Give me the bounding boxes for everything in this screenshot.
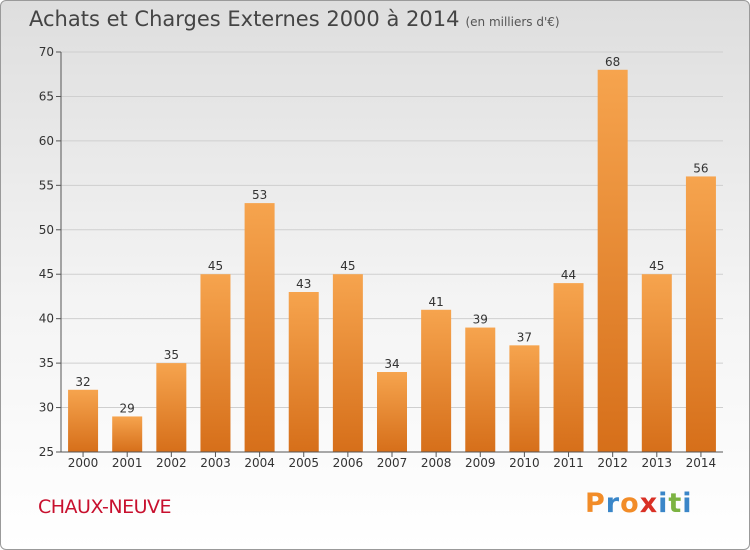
brand-letter: t: [668, 488, 683, 519]
bar: [200, 274, 231, 452]
x-tick-label: 2009: [465, 456, 496, 470]
data-label: 44: [561, 268, 576, 282]
bar: [288, 292, 319, 452]
y-tick-label: 25: [39, 445, 54, 459]
y-tick-label: 65: [39, 89, 54, 103]
bar: [377, 372, 407, 452]
data-label: 35: [164, 348, 179, 362]
x-tick-label: 2001: [112, 456, 143, 470]
y-tick-label: 60: [39, 134, 54, 148]
x-tick-label: 2011: [553, 456, 584, 470]
data-label: 45: [208, 259, 223, 273]
data-label: 37: [517, 330, 532, 344]
chart-subtitle: (en milliers d'€): [465, 15, 560, 29]
axis-layer: 25 30 35 40 45 50 55 60 65 70 2000 2001 2002 2003 2004…: [39, 45, 723, 470]
bar: [597, 69, 628, 453]
brand-letter: i: [682, 488, 693, 519]
y-tick-label: 30: [39, 401, 54, 415]
bar: [685, 176, 716, 452]
bar: [156, 363, 187, 452]
data-label: 45: [340, 259, 355, 273]
x-tick-label: 2003: [200, 456, 231, 470]
brand-letter: i: [658, 488, 669, 519]
y-tick-label: 45: [39, 267, 54, 281]
x-tick-label: 2008: [421, 456, 452, 470]
x-tick-label: 2014: [686, 456, 717, 470]
brand-letter: P: [585, 488, 606, 519]
bar-layer: 32 29 35 45 53 43 45 34 41 39 37 44 68 45 56: [68, 55, 716, 453]
x-tick-label: 2004: [244, 456, 275, 470]
y-tick-label: 55: [39, 178, 54, 192]
bar: [421, 309, 452, 452]
x-tick-label: 2000: [68, 456, 99, 470]
bar: [509, 345, 540, 452]
brand-letter: r: [605, 488, 621, 519]
title-text: Achats et Charges Externes 2000 à 2014: [29, 7, 460, 31]
x-tick-label: 2012: [597, 456, 628, 470]
data-label: 41: [428, 295, 443, 309]
chart-title: Achats et Charges Externes 2000 à 2014 (e…: [29, 7, 560, 31]
brand-letter: x: [639, 488, 659, 519]
x-tick-label: 2002: [156, 456, 187, 470]
data-label: 39: [473, 313, 488, 327]
data-label: 32: [75, 375, 90, 389]
data-label: 29: [120, 401, 135, 415]
place-name: CHAUX-NEUVE: [38, 496, 172, 518]
x-tick-label: 2006: [333, 456, 364, 470]
x-tick-label: 2005: [288, 456, 319, 470]
bar: [553, 283, 584, 452]
bar: [641, 274, 672, 452]
data-label: 34: [384, 357, 399, 371]
bar: [68, 389, 99, 452]
data-label: 53: [252, 188, 267, 202]
x-tick-label: 2007: [377, 456, 408, 470]
y-tick-label: 50: [39, 223, 54, 237]
data-label: 56: [693, 161, 708, 175]
bar: [465, 327, 496, 452]
data-label: 45: [649, 259, 664, 273]
brand-letter: o: [620, 488, 640, 519]
bar: [332, 274, 363, 452]
proxiti-logo[interactable]: Proxiti: [585, 488, 693, 519]
bar: [112, 416, 143, 452]
y-tick-label: 35: [39, 356, 54, 370]
y-tick-label: 40: [39, 312, 54, 326]
x-tick-label: 2010: [509, 456, 540, 470]
bar: [244, 203, 275, 452]
data-label: 68: [605, 55, 620, 69]
y-tick-label: 70: [39, 45, 54, 59]
data-label: 43: [296, 277, 311, 291]
x-tick-label: 2013: [642, 456, 673, 470]
